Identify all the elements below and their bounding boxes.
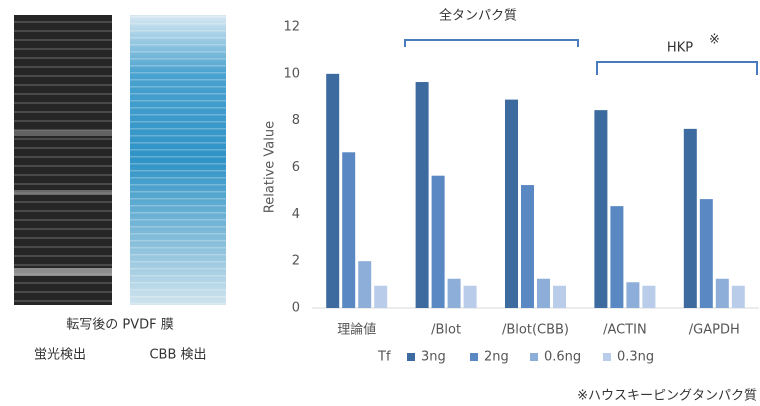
bar bbox=[716, 279, 729, 308]
x-tick-label: /Blot bbox=[431, 323, 461, 338]
bar bbox=[537, 279, 550, 308]
bar bbox=[732, 286, 745, 308]
x-tick-label: /GAPDH bbox=[689, 323, 740, 338]
legend-swatch bbox=[470, 353, 478, 361]
bar bbox=[642, 286, 655, 308]
bar bbox=[553, 286, 566, 308]
cbb-bands bbox=[130, 15, 226, 305]
bar bbox=[374, 286, 387, 308]
gel-band bbox=[14, 268, 112, 276]
chart: Relative Value 全タンパク質 HKP ※ ※ハウスキーピングタンパ… bbox=[263, 8, 760, 404]
bar bbox=[358, 261, 371, 308]
y-tick-label: 4 bbox=[292, 207, 300, 222]
bracket bbox=[597, 62, 757, 75]
y-axis-label: Relative Value bbox=[263, 121, 278, 213]
bar bbox=[684, 129, 697, 308]
image-label: CBB 検出 bbox=[149, 348, 206, 363]
y-tick-label: 8 bbox=[292, 113, 300, 128]
gel-band bbox=[14, 130, 112, 136]
image-caption: 転写後の PVDF 膜 bbox=[66, 318, 174, 333]
bracket bbox=[405, 40, 578, 47]
image-label: 蛍光検出 bbox=[34, 348, 86, 363]
bar bbox=[700, 199, 713, 308]
annotation: HKP bbox=[667, 41, 693, 56]
bar bbox=[464, 286, 477, 308]
bar bbox=[610, 206, 623, 308]
y-tick-label: 6 bbox=[292, 160, 300, 175]
y-tick-label: 0 bbox=[292, 301, 300, 316]
y-tick-label: 10 bbox=[283, 66, 300, 81]
legend-label: 0.3ng bbox=[617, 350, 654, 365]
legend-label: 0.6ng bbox=[544, 350, 581, 365]
legend-title: Tf bbox=[377, 350, 391, 365]
bar bbox=[432, 176, 445, 308]
bar bbox=[594, 110, 607, 308]
x-tick-label: 理論値 bbox=[337, 322, 376, 338]
annotation: ※ bbox=[709, 33, 720, 48]
bar bbox=[326, 74, 339, 308]
y-tick-label: 12 bbox=[283, 20, 300, 35]
page: 転写後の PVDF 膜 蛍光検出 CBB 検出 Relative Value 全… bbox=[0, 0, 760, 406]
bar bbox=[342, 152, 355, 308]
bar bbox=[521, 185, 534, 308]
fluorescence-gel bbox=[14, 15, 112, 305]
legend-label: 3ng bbox=[421, 350, 446, 365]
bar bbox=[416, 82, 429, 308]
legend-swatch bbox=[603, 353, 611, 361]
y-tick-label: 2 bbox=[292, 254, 300, 269]
x-tick-label: /ACTIN bbox=[603, 323, 647, 338]
x-tick-label: /Blot(CBB) bbox=[502, 323, 569, 338]
bar bbox=[505, 100, 518, 308]
annotation: 全タンパク質 bbox=[439, 8, 517, 24]
footnote: ※ハウスキーピングタンパク質 bbox=[577, 389, 757, 404]
bar bbox=[448, 279, 461, 308]
gel-band bbox=[14, 190, 112, 195]
legend-swatch bbox=[530, 353, 538, 361]
bar bbox=[626, 282, 639, 308]
legend-label: 2ng bbox=[484, 350, 509, 365]
legend-swatch bbox=[407, 353, 415, 361]
gel-images: 転写後の PVDF 膜 蛍光検出 CBB 検出 bbox=[14, 15, 226, 363]
